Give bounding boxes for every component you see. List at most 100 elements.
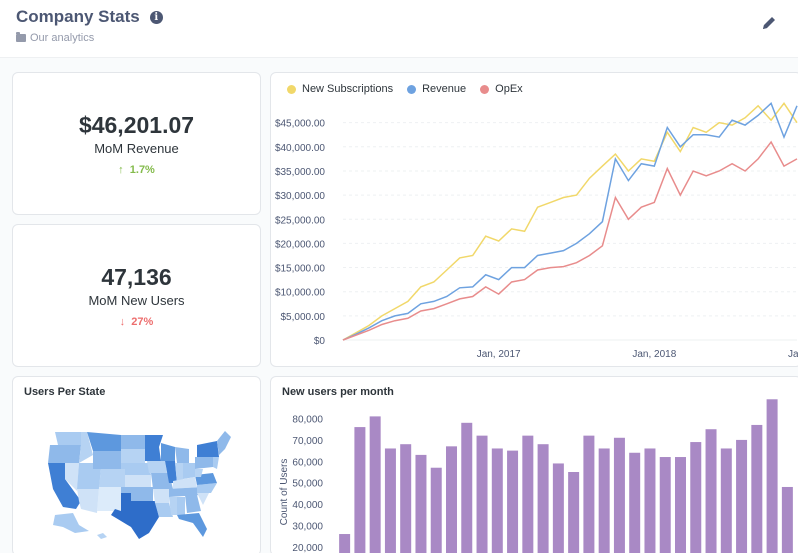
users-per-state-card[interactable]: Users Per State xyxy=(12,376,261,553)
bar[interactable] xyxy=(415,454,427,553)
revenue-line-chart-card[interactable]: New Subscriptions Revenue OpEx $0 $5,000.… xyxy=(270,72,798,367)
breadcrumb[interactable]: Our analytics xyxy=(16,32,94,44)
bar[interactable] xyxy=(644,448,656,553)
state-colorado[interactable] xyxy=(99,469,125,487)
breadcrumb-collection-link[interactable]: Our analytics xyxy=(30,32,95,44)
state-illinois[interactable] xyxy=(165,461,177,483)
bar[interactable] xyxy=(430,467,442,553)
bar[interactable] xyxy=(476,435,488,553)
series-line-revenue[interactable] xyxy=(342,101,798,341)
bar[interactable] xyxy=(613,437,625,553)
pencil-icon[interactable] xyxy=(760,14,778,32)
state-georgia[interactable] xyxy=(185,495,201,513)
state-indiana[interactable] xyxy=(175,463,183,483)
mom-new-users-card[interactable]: 47,136 MoM New Users ↓ 27% xyxy=(12,224,261,367)
state-montana[interactable] xyxy=(87,432,121,451)
state-michigan[interactable] xyxy=(175,447,189,463)
state-florida[interactable] xyxy=(177,513,207,537)
state-kansas[interactable] xyxy=(125,475,151,487)
bar[interactable] xyxy=(720,448,732,553)
bar[interactable] xyxy=(583,435,595,553)
y-tick-label: 60,000 xyxy=(292,457,323,468)
legend-item-opex[interactable]: OpEx xyxy=(480,83,523,95)
state-missouri[interactable] xyxy=(151,473,173,489)
info-icon[interactable]: i xyxy=(149,10,163,24)
bar[interactable] xyxy=(400,444,412,553)
state-new-jersey[interactable] xyxy=(213,457,219,469)
state-arkansas[interactable] xyxy=(153,489,169,503)
state-pennsylvania[interactable] xyxy=(195,457,213,469)
chart-legend: New Subscriptions Revenue OpEx xyxy=(287,83,537,95)
state-texas[interactable] xyxy=(111,493,159,539)
state-new-mexico[interactable] xyxy=(97,487,121,511)
state-nevada[interactable] xyxy=(65,463,79,491)
bar[interactable] xyxy=(568,472,580,553)
bar-chart[interactable]: 20,000 30,000 40,000 50,000 60,000 70,000 80,0… xyxy=(271,377,798,553)
bar[interactable] xyxy=(354,427,366,553)
bar[interactable] xyxy=(384,448,396,553)
bar[interactable] xyxy=(781,486,793,553)
bar[interactable] xyxy=(736,439,748,553)
state-north-dakota[interactable] xyxy=(121,435,145,449)
state-utah[interactable] xyxy=(77,463,101,489)
bar[interactable] xyxy=(751,424,763,553)
bar[interactable] xyxy=(705,429,717,553)
state-new-england[interactable] xyxy=(217,431,231,455)
state-iowa[interactable] xyxy=(147,461,167,473)
bar[interactable] xyxy=(552,463,564,553)
y-tick-label: $35,000.00 xyxy=(275,167,325,178)
state-oregon[interactable] xyxy=(48,445,81,463)
state-wisconsin[interactable] xyxy=(161,443,175,461)
legend-item-new-subscriptions[interactable]: New Subscriptions xyxy=(287,83,393,95)
state-alabama[interactable] xyxy=(177,497,185,515)
state-west-virginia[interactable] xyxy=(195,469,203,477)
bar[interactable] xyxy=(491,448,503,553)
state-ohio[interactable] xyxy=(183,463,195,479)
line-chart[interactable]: $0 $5,000.00 $10,000.00 $15,000.00 $20,000.0… xyxy=(271,73,798,366)
mom-revenue-card[interactable]: $46,201.07 MoM Revenue ↑ 1.7% xyxy=(12,72,261,215)
bar[interactable] xyxy=(537,444,549,553)
state-wyoming[interactable] xyxy=(93,451,121,469)
state-alaska[interactable] xyxy=(53,513,89,533)
bar[interactable] xyxy=(507,450,519,553)
state-tennessee[interactable] xyxy=(169,487,201,497)
state-nebraska[interactable] xyxy=(121,463,151,475)
state-washington[interactable] xyxy=(55,432,81,445)
bar[interactable] xyxy=(461,422,473,553)
state-idaho[interactable] xyxy=(79,432,93,463)
bar[interactable] xyxy=(766,399,778,553)
usa-outline xyxy=(48,431,231,539)
state-hawaii[interactable] xyxy=(97,533,107,539)
card-title: Users Per State xyxy=(24,386,106,398)
mom-new-users-value: 47,136 xyxy=(101,263,172,290)
state-kentucky[interactable] xyxy=(173,477,197,489)
state-california[interactable] xyxy=(48,463,81,509)
mom-new-users-change: ↓ 27% xyxy=(120,316,154,328)
state-louisiana[interactable] xyxy=(155,503,173,517)
bar[interactable] xyxy=(522,435,534,553)
series-line-new-subscriptions[interactable] xyxy=(342,102,798,341)
bar[interactable] xyxy=(598,448,610,553)
bar[interactable] xyxy=(659,457,671,553)
state-minnesota[interactable] xyxy=(145,435,163,461)
bar[interactable] xyxy=(369,416,381,553)
new-users-per-month-card[interactable]: New users per month 20,000 30,000 40,000 50… xyxy=(270,376,798,553)
y-tick-label: 50,000 xyxy=(292,479,323,490)
legend-item-revenue[interactable]: Revenue xyxy=(407,83,466,95)
bar[interactable] xyxy=(629,452,641,553)
bar[interactable] xyxy=(446,446,457,553)
state-mississippi[interactable] xyxy=(169,497,177,515)
us-choropleth-map[interactable] xyxy=(13,377,261,553)
y-tick-label: $0 xyxy=(314,336,326,347)
bar[interactable] xyxy=(339,534,351,553)
bar[interactable] xyxy=(690,442,702,553)
state-south-dakota[interactable] xyxy=(121,449,145,463)
state-arizona[interactable] xyxy=(77,489,99,513)
series-line-opex[interactable] xyxy=(342,140,798,341)
state-oklahoma[interactable] xyxy=(121,487,153,501)
bar[interactable] xyxy=(675,457,686,553)
state-north-carolina[interactable] xyxy=(197,483,217,493)
y-tick-label: $20,000.00 xyxy=(275,239,325,250)
state-new-york[interactable] xyxy=(197,441,219,457)
state-south-carolina[interactable] xyxy=(197,493,209,505)
